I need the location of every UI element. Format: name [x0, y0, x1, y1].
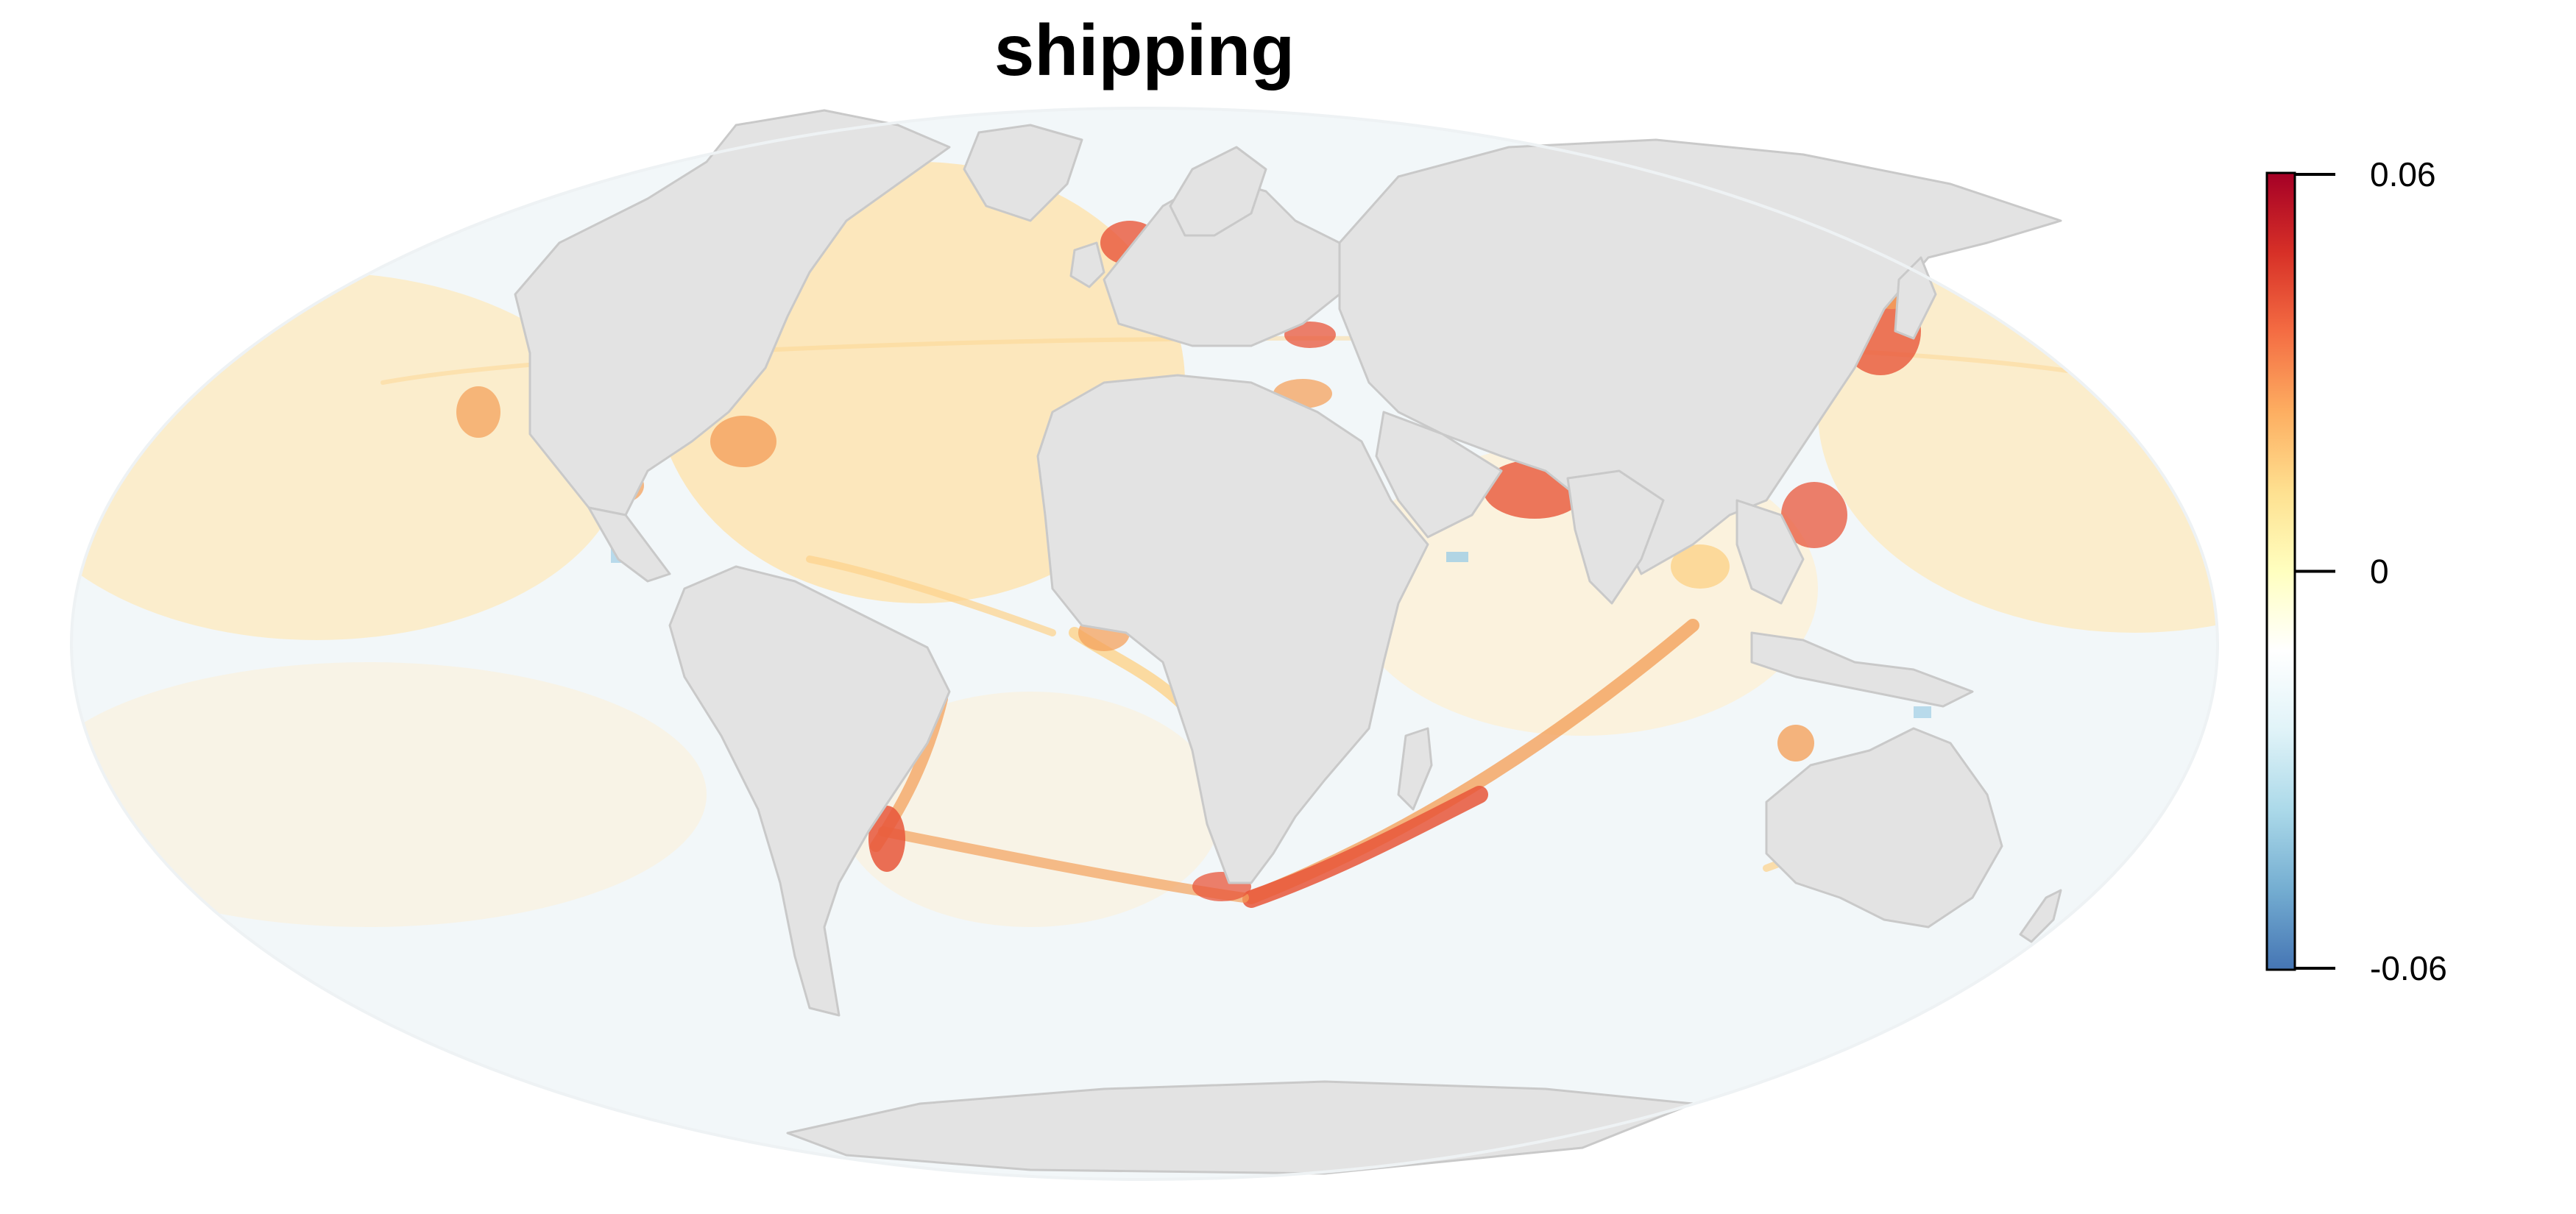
south-atlantic-faint-band [839, 692, 1222, 927]
land-masses [514, 109, 2062, 1175]
map-panel [70, 107, 2219, 1181]
hotspot-california-coast [456, 386, 500, 438]
africa [1036, 374, 1429, 884]
hotspot-western-australia [1777, 725, 1814, 762]
arabian-peninsula [1375, 411, 1503, 539]
hotspot-rio-de-la-plata [868, 806, 905, 872]
south-america [668, 565, 951, 1017]
australia [1765, 727, 2003, 929]
europe [1103, 175, 1341, 347]
lane-mid-atlantic [806, 555, 1056, 636]
south-pacific-faint-band [71, 662, 707, 927]
hotspot-south-china-sea [1781, 482, 1847, 548]
cool-cell-java-sea [1914, 706, 1931, 718]
british-isles [1069, 241, 1105, 288]
indonesia [1750, 631, 1974, 708]
madagascar [1397, 727, 1433, 811]
central-america [587, 506, 671, 583]
greenland [963, 124, 1083, 222]
colorbar-tick-label: -0.06 [2370, 949, 2447, 987]
hotspot-us-east-coast [710, 416, 776, 467]
hotspot-black-sea [1284, 322, 1336, 348]
cool-cell-arabian-sea [1446, 552, 1468, 562]
colorbar-tick-label: 0.06 [2370, 155, 2436, 194]
southeast-asia [1735, 499, 1805, 605]
hotspot-bay-of-bengal [1671, 544, 1730, 589]
colorbar-tick-label: 0 [2370, 553, 2389, 591]
new-zealand [2019, 889, 2062, 943]
lane-south-africa-coast [1242, 786, 1488, 908]
map-title: shipping [994, 10, 1295, 90]
asia [1338, 138, 2062, 575]
indian-subcontinent [1566, 469, 1665, 605]
colorbar-ticks: 0.06 0 -0.06 [2295, 155, 2447, 987]
globe-outline [70, 107, 2219, 1181]
colorbar [2265, 171, 2296, 971]
scandinavia [1169, 146, 1267, 237]
colorbar-legend: 0.06 0 -0.06 [2265, 155, 2447, 987]
